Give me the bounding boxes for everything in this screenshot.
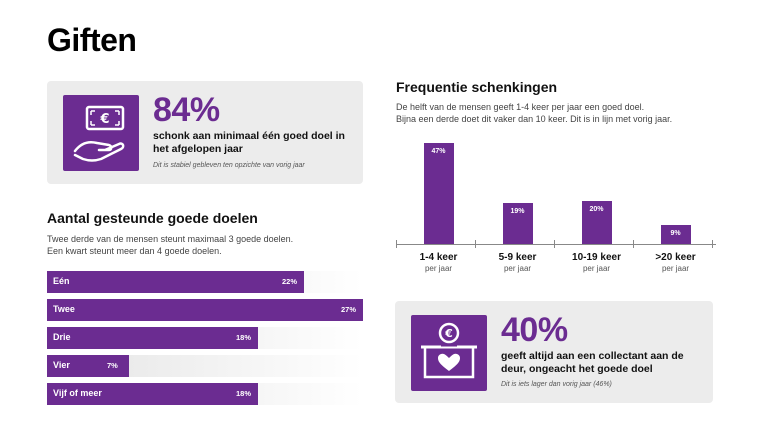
- x-tick-label: >20 keer: [655, 252, 696, 263]
- bar-value-label: 22%: [282, 277, 298, 286]
- bar-category-label: Vier: [53, 360, 70, 370]
- frequency-subtitle-line: Bijna een derde doet dit vaker dan 10 ke…: [396, 114, 673, 124]
- bar: 19%: [502, 203, 533, 244]
- x-tick-sublabel: per jaar: [661, 264, 690, 273]
- bar: Drie 18%: [47, 327, 258, 349]
- causes-chart-subtitle: Twee derde van de mensen steunt maximaal…: [47, 233, 367, 257]
- frequency-subtitle-line: De helft van de mensen geeft 1-4 keer pe…: [396, 102, 645, 112]
- bar-track: Twee 27%: [47, 299, 363, 321]
- causes-chart-title: Aantal gesteunde goede doelen: [47, 210, 258, 226]
- donor-percentage: 84%: [153, 91, 220, 129]
- x-axis-tick: [554, 240, 555, 248]
- collector-percentage: 40%: [501, 311, 568, 349]
- x-axis-tick: [712, 240, 713, 248]
- frequency-chart-title: Frequentie schenkingen: [396, 79, 558, 95]
- bar: Vijf of meer 18%: [47, 383, 258, 405]
- causes-subtitle-line: Twee derde van de mensen steunt maximaal…: [47, 234, 294, 244]
- collector-description: geeft altijd aan een collectant aan de d…: [501, 350, 684, 375]
- bar: 9%: [660, 225, 691, 244]
- bar-category-label: Twee: [53, 304, 75, 314]
- bar-value-label: 20%: [589, 206, 604, 213]
- x-tick-sublabel: per jaar: [582, 264, 611, 273]
- page-title: Giften: [47, 22, 137, 58]
- bar-category-label: Vijf of meer: [53, 388, 102, 398]
- bar-track: Vier 7%: [47, 355, 363, 377]
- x-tick-label: 1-4 keer: [419, 252, 458, 263]
- x-tick-label: 10-19 keer: [572, 252, 621, 263]
- bar: Eén 22%: [47, 271, 304, 293]
- x-axis-tick: [396, 240, 397, 248]
- svg-text:€: €: [444, 327, 453, 340]
- causes-subtitle-line: Een kwart steunt meer dan 4 goede doelen…: [47, 246, 222, 256]
- bar-category-label: Eén: [53, 276, 70, 286]
- x-tick-sublabel: per jaar: [503, 264, 532, 273]
- frequency-chart-subtitle: De helft van de mensen geeft 1-4 keer pe…: [396, 101, 726, 125]
- svg-text:€: €: [99, 112, 109, 127]
- bar-track: Vijf of meer 18%: [47, 383, 363, 405]
- bar-value-label: 27%: [341, 305, 357, 314]
- x-axis-tick: [475, 240, 476, 248]
- x-tick-sublabel: per jaar: [424, 264, 453, 273]
- bar-value-label: 19%: [510, 208, 525, 215]
- donor-description: schonk aan minimaal één goed doel in het…: [153, 130, 345, 155]
- collector-note: Dit is iets lager dan vorig jaar (46%): [501, 381, 612, 388]
- x-axis: [396, 244, 716, 245]
- bar: 47%: [423, 143, 454, 244]
- donor-note: Dit is stabiel gebleven ten opzichte van…: [153, 162, 305, 169]
- donation-box-icon: €: [411, 315, 487, 391]
- bar-value-label: 18%: [236, 333, 252, 342]
- x-axis-tick: [633, 240, 634, 248]
- bar-category-label: Drie: [53, 332, 71, 342]
- x-tick-label: 5-9 keer: [498, 252, 537, 263]
- bar-track: Drie 18%: [47, 327, 363, 349]
- bar-value-label: 47%: [431, 148, 446, 155]
- bar-value-label: 18%: [236, 389, 252, 398]
- bar-value-label: 7%: [107, 361, 118, 370]
- stat-card-donors: € 84% schonk aan minimaal één goed doel …: [47, 81, 363, 184]
- hand-money-icon: €: [63, 95, 139, 171]
- bar: 20%: [581, 201, 612, 244]
- bar-value-label: 9%: [670, 230, 681, 237]
- bar: Vier 7%: [47, 355, 129, 377]
- frequency-bar-chart: 47% 1-4 keer per jaar 19% 5-9 keer per jaar 20…: [396, 130, 716, 280]
- bar: Twee 27%: [47, 299, 363, 321]
- bar-track: Eén 22%: [47, 271, 363, 293]
- stat-card-collector: € 40% geeft altijd aan een collectant aa…: [395, 301, 713, 403]
